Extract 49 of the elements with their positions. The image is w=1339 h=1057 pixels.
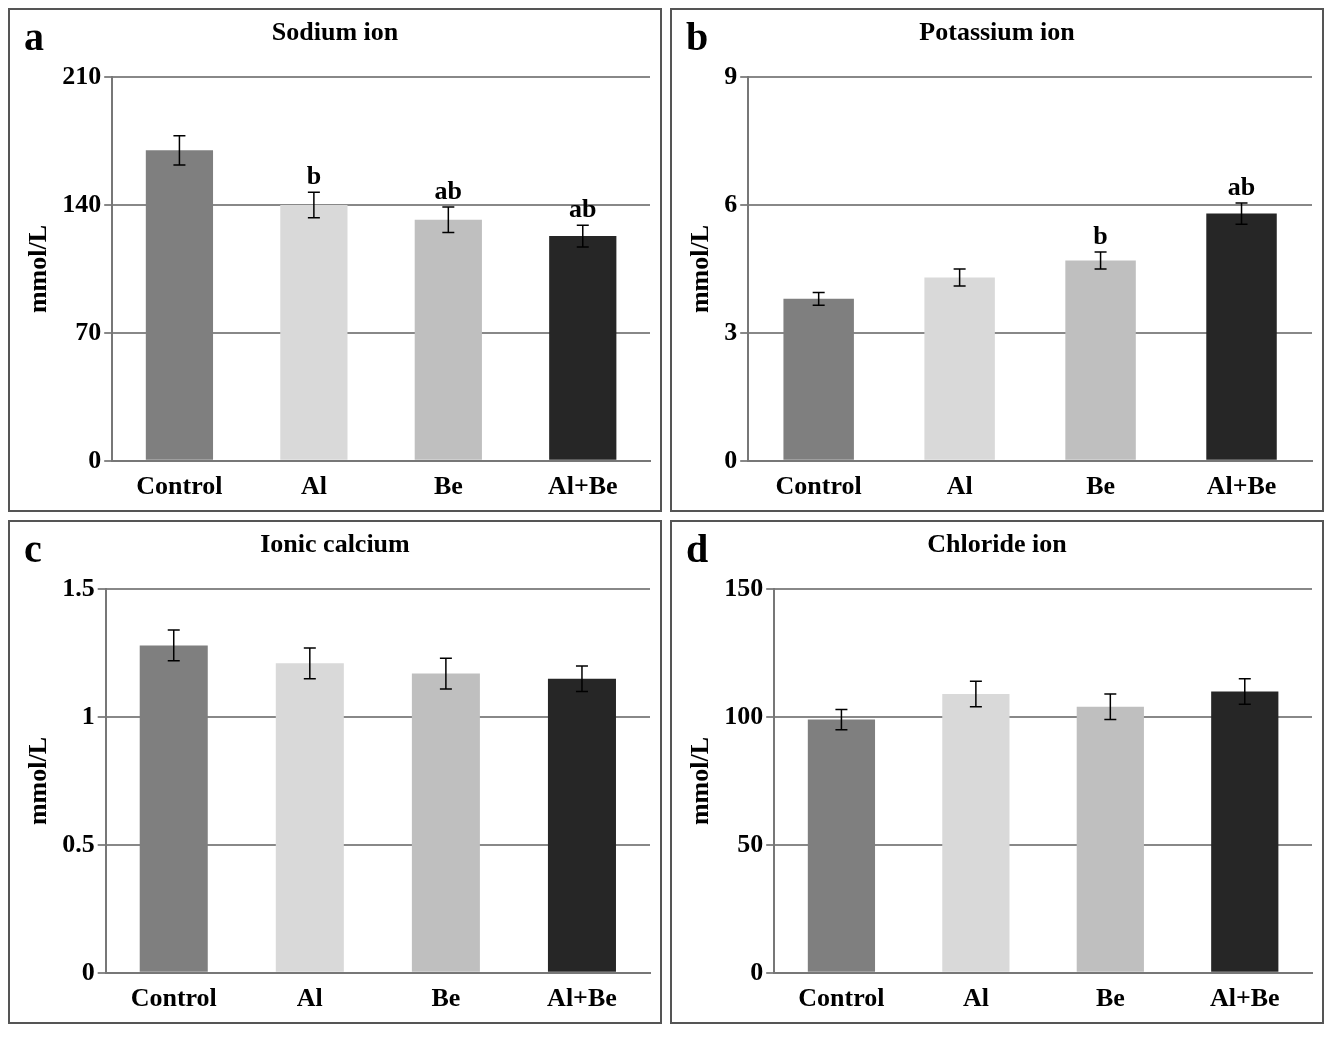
chart-title: Sodium ion [271, 17, 399, 47]
y-tick-label: 150 [724, 572, 764, 602]
x-tick-label: Al+Be [547, 471, 618, 501]
y-tick-label: 0.5 [62, 828, 95, 858]
y-tick-label: 0 [750, 956, 764, 986]
y-axis-title: mmol/L [685, 224, 715, 314]
text: c [24, 526, 42, 572]
annotation: ab [1227, 171, 1256, 201]
y-tick-label: 6 [724, 188, 738, 218]
y-tick-label: 1 [81, 700, 95, 730]
chart-title: Potassium ion [919, 17, 1076, 47]
x-tick-label: Be [433, 471, 463, 501]
x-tick-label: Al [296, 983, 323, 1013]
y-tick-label: 210 [62, 60, 102, 90]
y-axis-title: mmol/L [685, 736, 715, 826]
x-tick-label: Al+Be [1206, 471, 1277, 501]
x-tick-label: Control [136, 471, 223, 501]
x-tick-label: Al [946, 471, 973, 501]
x-tick-label: Al+Be [547, 983, 617, 1013]
x-tick-label: Be [1095, 983, 1125, 1013]
annotation: b [1093, 220, 1108, 250]
x-tick-label: Be [1086, 471, 1116, 501]
x-tick-label: Be [431, 983, 461, 1013]
text: b [686, 14, 709, 60]
x-tick-label: Al+Be [1209, 983, 1280, 1013]
annotation: ab [434, 175, 463, 205]
y-tick-label: 140 [62, 188, 102, 218]
x-tick-label: Control [798, 983, 885, 1013]
y-tick-label: 70 [75, 316, 102, 346]
y-tick-label: 1.5 [62, 572, 95, 602]
x-tick-label: Al [300, 471, 327, 501]
y-tick-label: 0 [81, 956, 95, 986]
x-tick-label: Control [775, 471, 862, 501]
y-tick-label: 100 [724, 700, 764, 730]
chart-title: Ionic calcium [260, 529, 411, 559]
text: a [24, 14, 44, 60]
y-axis-title: mmol/L [23, 736, 53, 826]
chart-title: Chloride ion [927, 529, 1068, 559]
y-tick-label: 0 [724, 444, 738, 474]
text: d [686, 526, 709, 572]
x-tick-label: Control [130, 983, 217, 1013]
annotation: b [306, 161, 322, 190]
y-tick-label: 3 [724, 316, 738, 346]
y-axis-title: mmol/L [23, 224, 53, 314]
y-tick-label: 0 [88, 444, 102, 474]
annotation: ab [569, 193, 597, 223]
x-tick-label: Al [962, 983, 989, 1013]
y-tick-label: 50 [737, 828, 764, 858]
y-tick-label: 9 [724, 60, 738, 90]
